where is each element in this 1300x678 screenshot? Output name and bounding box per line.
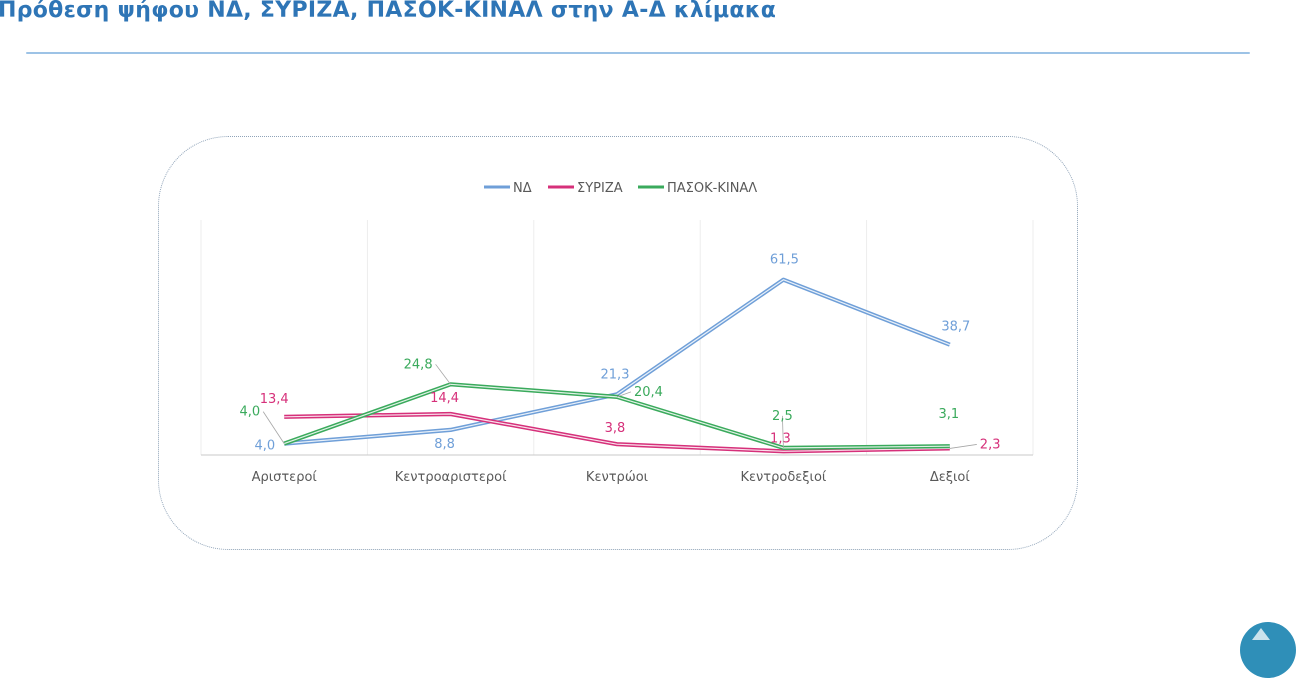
legend-label: ΠΑΣΟΚ-ΚΙΝΑΛ — [667, 181, 757, 196]
data-label-leader — [949, 444, 977, 449]
chart-gridlines — [200, 220, 1034, 455]
data-label-leader — [782, 415, 784, 448]
x-tick-label: Κεντροδεξιοί — [740, 470, 826, 485]
series-line-0 — [284, 277, 951, 446]
data-label: 38,7 — [941, 320, 970, 335]
data-label: 8,8 — [434, 437, 455, 452]
title-divider — [26, 52, 1250, 54]
data-label: 4,0 — [240, 405, 261, 420]
chart-series — [283, 277, 951, 454]
chart-legend: ΝΔ ΣΥΡΙΖΑ ΠΑΣΟΚ-ΚΙΝΑΛ — [484, 181, 757, 196]
x-tick-label: Κεντρώοι — [586, 470, 648, 485]
data-label-leader — [435, 364, 451, 385]
data-label: 61,5 — [770, 253, 799, 268]
x-tick-label: Δεξιοί — [930, 470, 971, 485]
series-line-highlight-2 — [283, 383, 950, 449]
data-label: 24,8 — [404, 357, 433, 372]
data-label: 2,3 — [980, 437, 1001, 452]
chart-frame — [158, 136, 1078, 550]
x-axis: Αριστεροί Κεντροαριστεροί Κεντρώοι Κεντροδε… — [201, 454, 1033, 485]
x-tick-label: Κεντροαριστεροί — [395, 470, 507, 485]
x-tick-label: Αριστεροί — [252, 470, 318, 485]
data-label: 1,3 — [770, 431, 791, 446]
logo-mark-icon — [1252, 628, 1270, 640]
data-label: 4,0 — [255, 439, 276, 454]
data-label: 20,4 — [634, 385, 663, 400]
chart-data-labels: 4,0 8,8 21,3 61,5 38,7 13,4 14,4 3,8 1,3 2,3 4,0 24… — [240, 253, 1001, 454]
legend-label: ΝΔ — [513, 181, 532, 196]
series-line-highlight-1 — [284, 413, 950, 452]
data-label: 21,3 — [601, 367, 630, 382]
data-label: 2,5 — [772, 409, 793, 424]
page-title: Πρόθεση ψήφου ΝΔ, ΣΥΡΙΖΑ, ΠΑΣΟΚ-ΚΙΝΑΛ στ… — [0, 0, 777, 23]
data-label: 3,8 — [605, 421, 626, 436]
data-label: 14,4 — [430, 391, 459, 406]
series-line-highlight-0 — [284, 279, 951, 445]
data-label: 13,4 — [260, 392, 289, 407]
data-label-leader — [262, 411, 285, 444]
line-chart: ΝΔ ΣΥΡΙΖΑ ΠΑΣΟΚ-ΚΙΝΑΛ 4,0 8,8 21,3 61,5 38,7 13… — [200, 181, 1034, 485]
data-label-leader — [616, 391, 632, 398]
data-label: 3,1 — [938, 407, 959, 422]
legend-label: ΣΥΡΙΖΑ — [577, 181, 623, 196]
